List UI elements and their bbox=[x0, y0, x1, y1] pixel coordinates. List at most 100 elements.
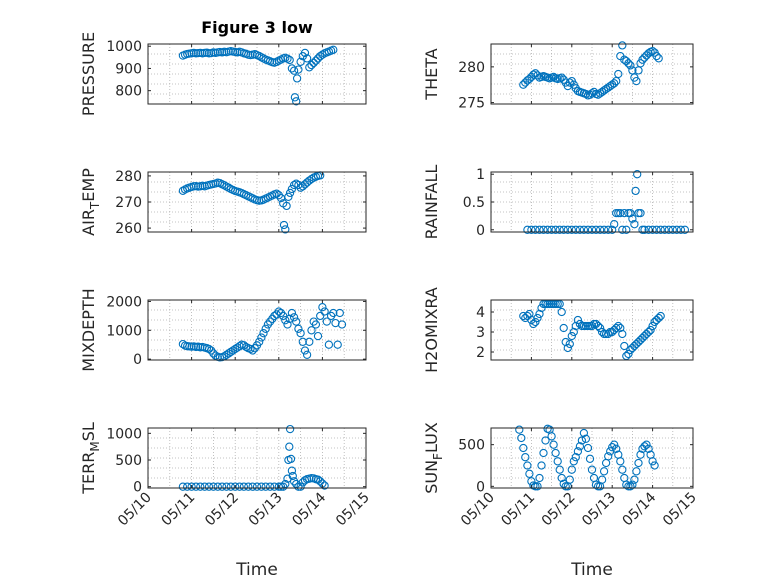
data-points bbox=[178, 303, 347, 362]
data-point bbox=[577, 436, 587, 445]
data-point bbox=[286, 454, 296, 464]
y-tick-label: 800 bbox=[115, 84, 142, 100]
data-point bbox=[575, 319, 585, 329]
data-point bbox=[668, 225, 677, 234]
y-axis-label: AIRTEMP bbox=[79, 168, 102, 236]
data-point bbox=[224, 349, 233, 358]
data-point bbox=[519, 80, 528, 89]
data-point bbox=[220, 181, 229, 190]
data-point bbox=[281, 316, 290, 325]
y-axis-label: H2OMIXRA bbox=[422, 287, 441, 373]
data-point bbox=[648, 321, 657, 331]
data-point bbox=[636, 450, 645, 459]
data-point bbox=[283, 320, 292, 329]
data-point bbox=[624, 349, 633, 359]
data-point bbox=[633, 170, 642, 179]
data-point bbox=[290, 93, 300, 102]
data-point bbox=[539, 448, 548, 458]
label-subscript: M bbox=[88, 441, 102, 451]
data-point bbox=[213, 482, 222, 491]
data-point bbox=[587, 89, 597, 98]
data-point bbox=[292, 317, 301, 326]
data-point bbox=[255, 51, 264, 61]
data-point bbox=[521, 453, 530, 462]
data-point bbox=[287, 466, 297, 475]
data-point bbox=[178, 186, 188, 195]
y-tick-label: 0 bbox=[133, 352, 142, 368]
data-point bbox=[178, 482, 188, 491]
data-point bbox=[614, 69, 623, 79]
axes-box bbox=[147, 427, 367, 489]
data-point bbox=[587, 465, 597, 474]
data-point bbox=[618, 41, 627, 50]
data-point bbox=[200, 482, 209, 491]
data-point bbox=[680, 225, 690, 234]
data-point bbox=[575, 442, 585, 451]
data-point bbox=[231, 344, 240, 354]
data-point bbox=[587, 321, 597, 331]
data-point bbox=[316, 52, 325, 61]
y-tick-label: 2 bbox=[476, 345, 485, 361]
data-point bbox=[614, 321, 623, 331]
data-point bbox=[630, 220, 639, 229]
subplot-6: 2 3 4 H2OMIXRA bbox=[422, 287, 694, 373]
data-point bbox=[571, 453, 580, 462]
data-point bbox=[289, 477, 299, 486]
y-tick-label: 0 bbox=[476, 223, 485, 239]
data-point bbox=[636, 208, 645, 218]
label-part: TERR bbox=[79, 452, 98, 495]
data-point bbox=[628, 214, 637, 223]
data-point bbox=[616, 208, 625, 218]
y-axis-label: RAINFALL bbox=[422, 165, 441, 240]
data-point bbox=[333, 340, 342, 349]
y-tick-label: 280 bbox=[115, 169, 142, 185]
data-point bbox=[618, 329, 627, 339]
chart-title: Figure 3 low bbox=[201, 18, 313, 37]
data-point bbox=[246, 344, 255, 354]
data-point bbox=[618, 465, 627, 474]
data-point bbox=[296, 329, 305, 338]
data-point bbox=[305, 63, 314, 72]
data-point bbox=[642, 440, 651, 449]
data-point bbox=[589, 87, 599, 97]
data-point bbox=[226, 347, 235, 357]
data-point bbox=[296, 57, 305, 66]
data-point bbox=[654, 313, 663, 323]
grid-lines bbox=[148, 300, 366, 360]
label-part: SL bbox=[79, 422, 98, 441]
label-subscript: T bbox=[88, 201, 102, 210]
data-point bbox=[307, 60, 316, 70]
data-point bbox=[255, 337, 264, 346]
data-point bbox=[276, 482, 286, 491]
data-point bbox=[573, 447, 583, 456]
data-point bbox=[620, 341, 629, 351]
data-point bbox=[204, 344, 214, 354]
y-tick-label: 2000 bbox=[106, 294, 142, 310]
data-point bbox=[616, 457, 625, 466]
y-axis-label-text: SUNFLUX bbox=[422, 422, 445, 494]
data-point bbox=[569, 457, 578, 466]
data-point bbox=[282, 201, 291, 211]
data-point bbox=[604, 452, 613, 461]
data-point bbox=[652, 51, 661, 61]
data-point bbox=[575, 225, 585, 234]
data-point bbox=[294, 324, 303, 333]
data-point bbox=[597, 327, 607, 337]
y-axis-label-text: RAINFALL bbox=[422, 165, 441, 240]
data-point bbox=[309, 58, 318, 68]
grid-lines bbox=[148, 428, 366, 488]
y-axis-label-text: MIXDEPTH bbox=[79, 288, 98, 371]
data-point bbox=[533, 71, 542, 80]
data-point bbox=[288, 471, 297, 481]
data-point bbox=[563, 343, 572, 353]
data-point bbox=[599, 225, 609, 234]
y-axis-label-text: PRESSURE bbox=[79, 32, 98, 116]
x-axis bbox=[147, 44, 367, 104]
data-point bbox=[593, 321, 603, 331]
data-point bbox=[644, 49, 653, 58]
data-point bbox=[533, 313, 542, 323]
data-point bbox=[650, 461, 659, 470]
data-point bbox=[228, 346, 238, 355]
data-point bbox=[622, 56, 631, 66]
